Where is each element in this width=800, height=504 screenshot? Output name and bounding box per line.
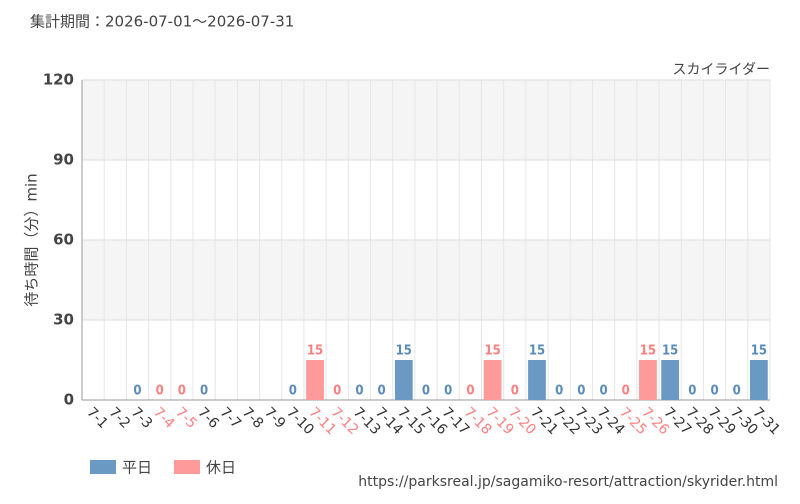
value-label: 0	[555, 384, 563, 399]
y-axis-label: 待ち時間（分）min	[23, 173, 41, 306]
legend-swatch	[174, 460, 200, 474]
value-label: 0	[378, 384, 386, 399]
y-tick-label: 120	[43, 71, 74, 89]
value-label: 0	[599, 384, 607, 399]
value-label: 0	[156, 384, 164, 399]
value-label: 15	[751, 344, 767, 359]
value-label: 0	[511, 384, 519, 399]
value-label: 0	[200, 384, 208, 399]
x-tick-label: 7-2	[106, 404, 133, 431]
grid-band	[82, 80, 770, 160]
x-tick-label: 7-3	[128, 404, 155, 431]
value-label: 0	[622, 384, 630, 399]
y-tick-label: 90	[53, 151, 74, 169]
value-label: 0	[133, 384, 141, 399]
source-url: https://parksreal.jp/sagamiko-resort/att…	[358, 474, 778, 490]
value-label: 0	[466, 384, 474, 399]
value-label: 0	[688, 384, 696, 399]
legend-swatch	[90, 460, 116, 474]
x-tick-label: 7-7	[217, 404, 244, 431]
value-label: 0	[733, 384, 741, 399]
grid-band	[82, 240, 770, 320]
y-tick-label: 30	[53, 311, 74, 329]
value-label: 15	[484, 344, 500, 359]
legend-label: 平日	[122, 459, 152, 477]
bar	[483, 360, 502, 400]
y-tick-label: 0	[64, 391, 74, 409]
x-tick-label: 7-5	[172, 404, 199, 431]
bar	[661, 360, 680, 400]
x-tick-label: 7-9	[261, 404, 288, 431]
bar	[394, 360, 413, 400]
value-label: 0	[444, 384, 452, 399]
value-label: 15	[529, 344, 545, 359]
y-tick-label: 60	[53, 231, 74, 249]
value-label: 0	[289, 384, 297, 399]
value-label: 0	[355, 384, 363, 399]
value-label: 15	[307, 344, 323, 359]
x-tick-label: 7-6	[194, 404, 222, 432]
chart-subtitle: スカイライダー	[673, 62, 770, 78]
value-label: 0	[178, 384, 186, 399]
value-label: 15	[640, 344, 656, 359]
bar	[639, 360, 657, 400]
chart-title: 集計期間：2026-07-01～2026-07-31	[30, 13, 294, 31]
bar	[528, 360, 546, 400]
value-label: 0	[577, 384, 585, 399]
x-tick-label: 7-1	[83, 404, 110, 431]
legend-label: 休日	[206, 459, 236, 477]
x-tick-label: 7-8	[239, 404, 266, 431]
x-tick-label: 7-4	[150, 404, 178, 432]
value-label: 15	[396, 344, 412, 359]
value-label: 0	[422, 384, 430, 399]
value-label: 15	[662, 344, 678, 359]
value-label: 0	[333, 384, 341, 399]
value-label: 0	[710, 384, 718, 399]
bar	[750, 360, 768, 400]
bar	[306, 360, 324, 400]
